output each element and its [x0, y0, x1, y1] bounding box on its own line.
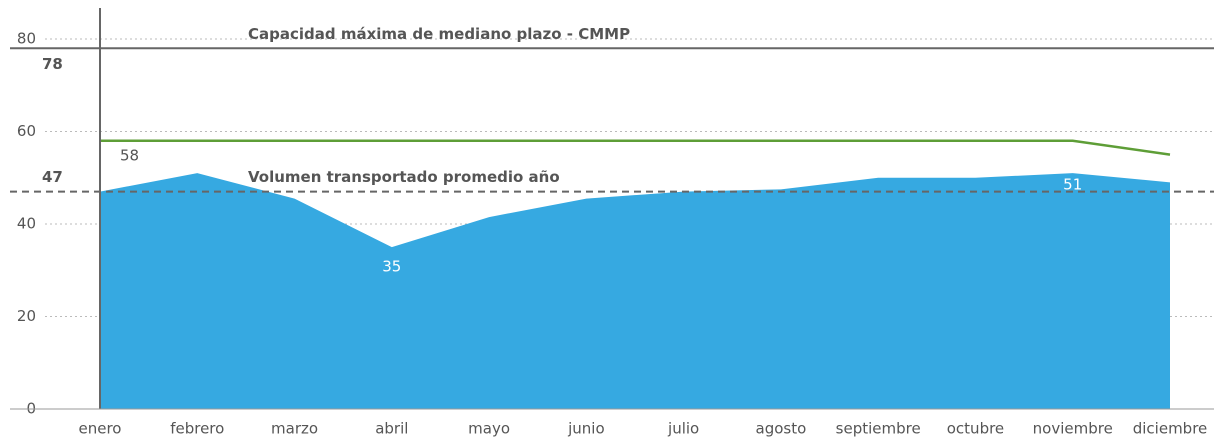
reference-label: Volumen transportado promedio año: [248, 168, 560, 186]
x-tick-label: febrero: [170, 420, 224, 438]
x-tick-label: mayo: [468, 420, 510, 438]
x-tick-label: octubre: [947, 420, 1004, 438]
reference-value: 78: [42, 55, 63, 73]
data-label: 51: [1063, 176, 1082, 194]
x-tick-label: julio: [667, 420, 699, 438]
y-tick-label: 80: [17, 30, 36, 48]
x-tick-label: septiembre: [836, 420, 921, 438]
data-label: 58: [120, 146, 139, 164]
y-tick-label: 60: [17, 122, 36, 140]
x-tick-label: agosto: [756, 420, 807, 438]
x-tick-label: marzo: [271, 420, 318, 438]
y-tick-label: 40: [17, 215, 36, 233]
x-tick-label: noviembre: [1033, 420, 1113, 438]
line: [100, 139, 1171, 156]
y-tick-label: 20: [17, 307, 36, 325]
x-tick-label: enero: [79, 420, 122, 438]
x-tick-label: junio: [567, 420, 605, 438]
area: [100, 173, 1170, 409]
data-label: 35: [382, 258, 401, 276]
reference-value: 47: [42, 168, 63, 186]
x-tick-label: abril: [375, 420, 408, 438]
x-tick-label: diciembre: [1133, 420, 1208, 438]
reference-label: Capacidad máxima de mediano plazo - CMMP: [248, 25, 630, 43]
